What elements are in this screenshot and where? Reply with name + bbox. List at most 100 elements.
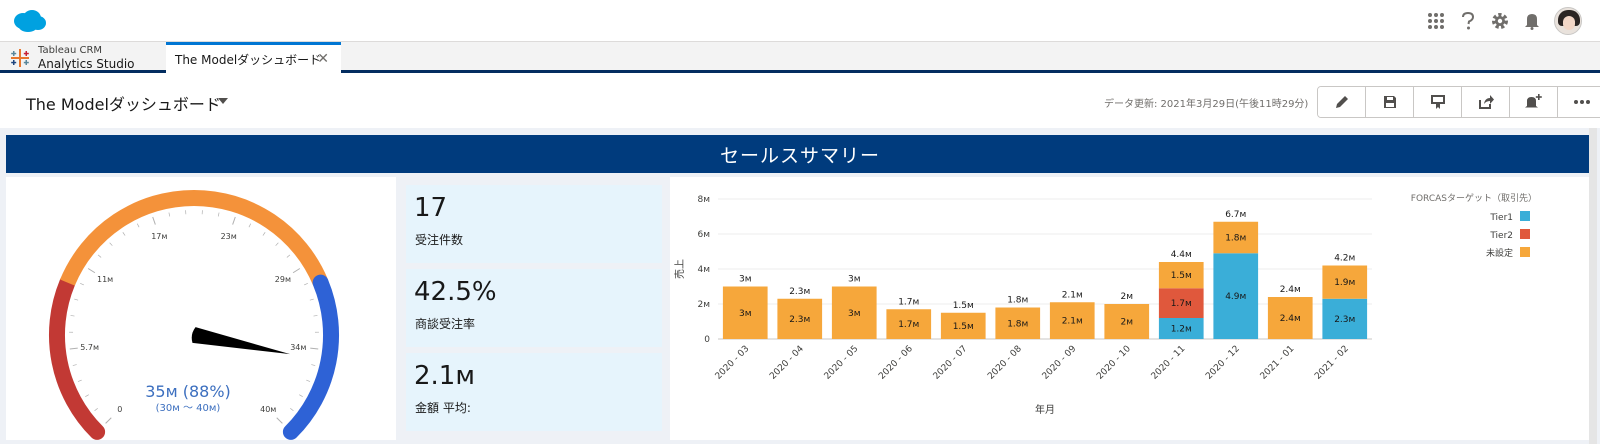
- data-label: 2.3м: [789, 315, 810, 325]
- gauge-major-tick: [69, 347, 78, 350]
- gauge-major-tick: [105, 417, 112, 424]
- chevron-down-icon[interactable]: [218, 98, 228, 104]
- data-label: 1.5м: [1171, 271, 1192, 281]
- y-tick-label: 2м: [697, 300, 710, 310]
- user-avatar[interactable]: [1554, 7, 1582, 35]
- data-label: 1.9м: [1334, 278, 1355, 288]
- gauge-range: (30м 〜 40м): [156, 403, 221, 414]
- x-tick-label: 2020 - 11: [1150, 344, 1188, 382]
- gauge-minor-tick: [168, 212, 171, 217]
- dashboard-toolbar: [1317, 86, 1600, 118]
- total-label: 3м: [739, 275, 752, 285]
- bar-segment[interactable]: [1213, 221, 1259, 254]
- data-label: 2.1м: [1062, 317, 1083, 327]
- bookmark-button[interactable]: [1414, 87, 1462, 117]
- notification-bell-icon[interactable]: [1522, 11, 1542, 31]
- workspace-tab-bar: Tableau CRM Analytics Studio The Modelダッ…: [0, 42, 1600, 73]
- y-tick-label: 6м: [697, 230, 710, 240]
- gauge-minor-tick: [217, 212, 220, 217]
- help-icon[interactable]: [1458, 11, 1478, 31]
- bar-segment[interactable]: [1322, 298, 1368, 339]
- x-tick-label: 2020 - 06: [877, 344, 915, 382]
- tab-dashboard[interactable]: The Modelダッシュボード ✕: [166, 42, 341, 73]
- notification-add-button[interactable]: [1510, 87, 1558, 117]
- app-name-line1: Tableau CRM: [38, 45, 103, 56]
- data-label: 2м: [1120, 318, 1133, 328]
- bar-segment[interactable]: [1158, 262, 1204, 289]
- save-button[interactable]: [1366, 87, 1414, 117]
- legend-swatch[interactable]: [1520, 229, 1530, 239]
- legend-swatch[interactable]: [1520, 247, 1530, 257]
- gauge-minor-tick: [299, 394, 303, 397]
- data-label: 1.2м: [1171, 325, 1192, 335]
- gauge-minor-tick: [313, 315, 318, 317]
- notification-add-icon: [1524, 94, 1542, 108]
- bar-segment[interactable]: [1322, 265, 1368, 299]
- bar-segment[interactable]: [1267, 297, 1313, 339]
- legend-label[interactable]: 未設定: [1486, 247, 1513, 259]
- gauge-minor-tick: [286, 254, 291, 258]
- gauge-minor-tick: [122, 232, 126, 236]
- bar-segment[interactable]: [1158, 318, 1204, 339]
- gauge-major-tick: [87, 268, 96, 274]
- gauge-chart: 0 5.7м 11м 17м 23м 29м 34м 40м 35м (88%) (30м 〜…: [49, 189, 339, 440]
- global-header: [0, 0, 1600, 42]
- app-launcher-icon[interactable]: [1426, 11, 1446, 31]
- bar-segment[interactable]: [940, 312, 986, 339]
- gauge-minor-tick: [290, 408, 294, 412]
- gauge-minor-tick: [77, 379, 82, 382]
- more-icon: [1574, 100, 1590, 104]
- x-tick-label: 2020 - 07: [932, 344, 970, 382]
- gauge-minor-tick: [311, 364, 316, 366]
- gauge-major-tick: [232, 216, 236, 225]
- kpi-win-rate[interactable]: 42.5% 商談受注率: [406, 269, 662, 347]
- bar-segment[interactable]: [722, 286, 768, 340]
- sales-bar-chart: 0 2м 4м 6м 8м 売上 3м 3м 2020 - 03 2.3м 2.3м 2020 - 0…: [673, 192, 1537, 416]
- legend-label[interactable]: Tier1: [1489, 213, 1513, 223]
- edit-button[interactable]: [1318, 87, 1366, 117]
- data-label: 1.7м: [898, 320, 919, 330]
- kpi-average-amount[interactable]: 2.1м 金額 平均:: [406, 353, 662, 431]
- kpi-value: 42.5%: [414, 277, 497, 307]
- gauge-minor-tick: [70, 315, 75, 317]
- sales-chart-widget[interactable]: 0 2м 4м 6м 8м 売上 3м 3м 2020 - 03 2.3м 2.3м 2020 - 0…: [670, 177, 1594, 440]
- scrollbar[interactable]: [1589, 128, 1597, 444]
- x-tick-label: 2020 - 03: [714, 344, 752, 382]
- gauge-widget[interactable]: 0 5.7м 11м 17м 23м 29м 34м 40м 35м (88%) (30м 〜…: [6, 177, 396, 440]
- total-label: 2.4м: [1280, 285, 1301, 295]
- gauge-major-tick: [276, 417, 283, 424]
- close-icon[interactable]: ✕: [317, 51, 329, 67]
- more-actions-button[interactable]: [1558, 87, 1600, 117]
- kpi-label: 金額 平均:: [415, 401, 471, 415]
- salesforce-cloud-logo[interactable]: [10, 8, 48, 34]
- gauge-minor-tick: [262, 232, 266, 236]
- setup-gear-icon[interactable]: [1490, 11, 1510, 31]
- data-label: 3м: [848, 309, 861, 319]
- gauge-major-tick: [292, 268, 301, 274]
- gauge-needle: [191, 327, 291, 355]
- bar-segment[interactable]: [995, 307, 1041, 340]
- gauge-minor-tick: [304, 282, 308, 286]
- y-tick-label: 0: [704, 335, 710, 345]
- bar-segment[interactable]: [1104, 304, 1150, 339]
- bar-segment[interactable]: [831, 286, 877, 340]
- legend-label[interactable]: Tier2: [1489, 231, 1513, 241]
- bar-segment[interactable]: [1213, 253, 1259, 339]
- gauge-band-mid: [60, 189, 328, 286]
- share-icon: [1478, 95, 1494, 109]
- gauge-minor-tick: [85, 394, 89, 397]
- total-label: 6.7м: [1225, 210, 1246, 220]
- bar-segment[interactable]: [886, 309, 932, 339]
- gauge-minor-tick: [72, 364, 77, 366]
- kpi-won-count[interactable]: 17 受注件数: [406, 185, 662, 263]
- x-tick-label: 2020 - 05: [823, 344, 861, 382]
- legend-swatch[interactable]: [1520, 211, 1530, 221]
- bar-segment[interactable]: [777, 298, 823, 339]
- share-button[interactable]: [1462, 87, 1510, 117]
- bar-segment[interactable]: [1049, 302, 1095, 339]
- gauge-minor-tick: [97, 254, 102, 258]
- y-tick-label: 8м: [697, 195, 710, 205]
- bar-segment[interactable]: [1158, 288, 1204, 318]
- x-tick-label: 2020 - 08: [986, 344, 1024, 382]
- app-launcher-title[interactable]: Tableau CRM Analytics Studio: [10, 45, 160, 71]
